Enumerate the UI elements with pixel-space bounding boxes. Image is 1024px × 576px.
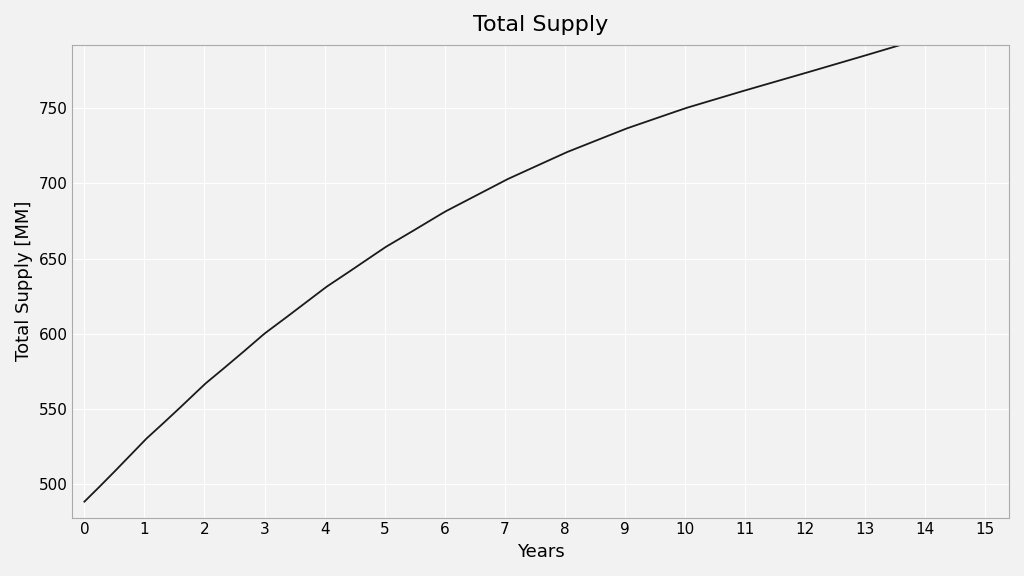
Y-axis label: Total Supply [MM]: Total Supply [MM]: [15, 201, 33, 361]
X-axis label: Years: Years: [517, 543, 564, 561]
Title: Total Supply: Total Supply: [473, 15, 608, 35]
